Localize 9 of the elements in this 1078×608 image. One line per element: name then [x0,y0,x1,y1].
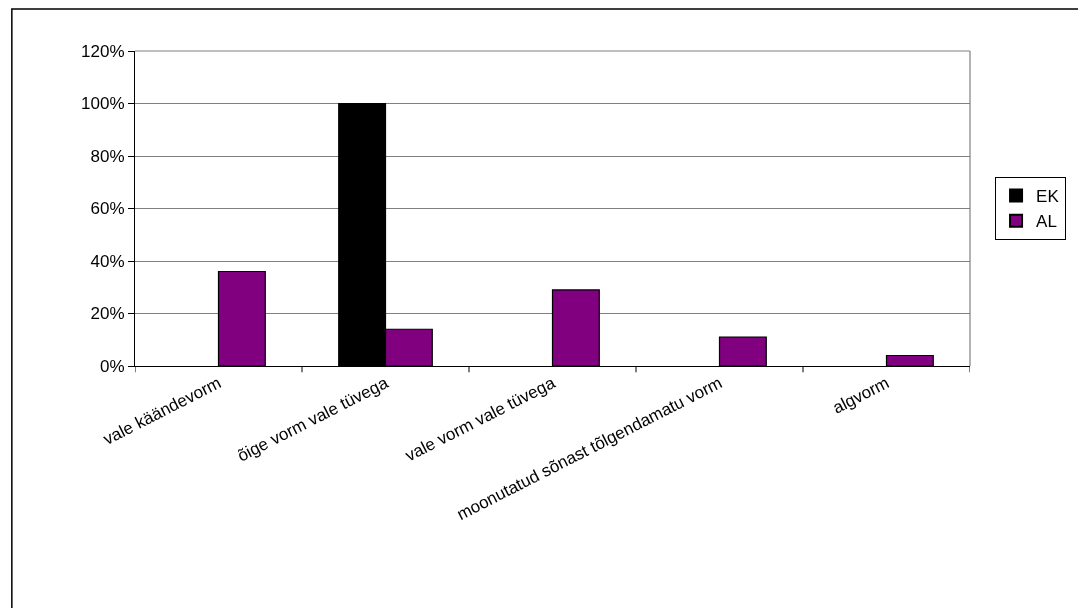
y-tick-label: 80% [90,146,125,166]
y-tick-label: 120% [81,41,125,61]
y-tick-label: 0% [99,356,125,376]
legend-label: AL [1036,212,1057,232]
y-tick-label: 40% [90,251,125,271]
legend-label: EK [1036,187,1060,207]
y-tick-label: 100% [81,94,125,114]
y-tick-label: 60% [90,199,125,219]
y-tick-label: 20% [90,304,125,324]
